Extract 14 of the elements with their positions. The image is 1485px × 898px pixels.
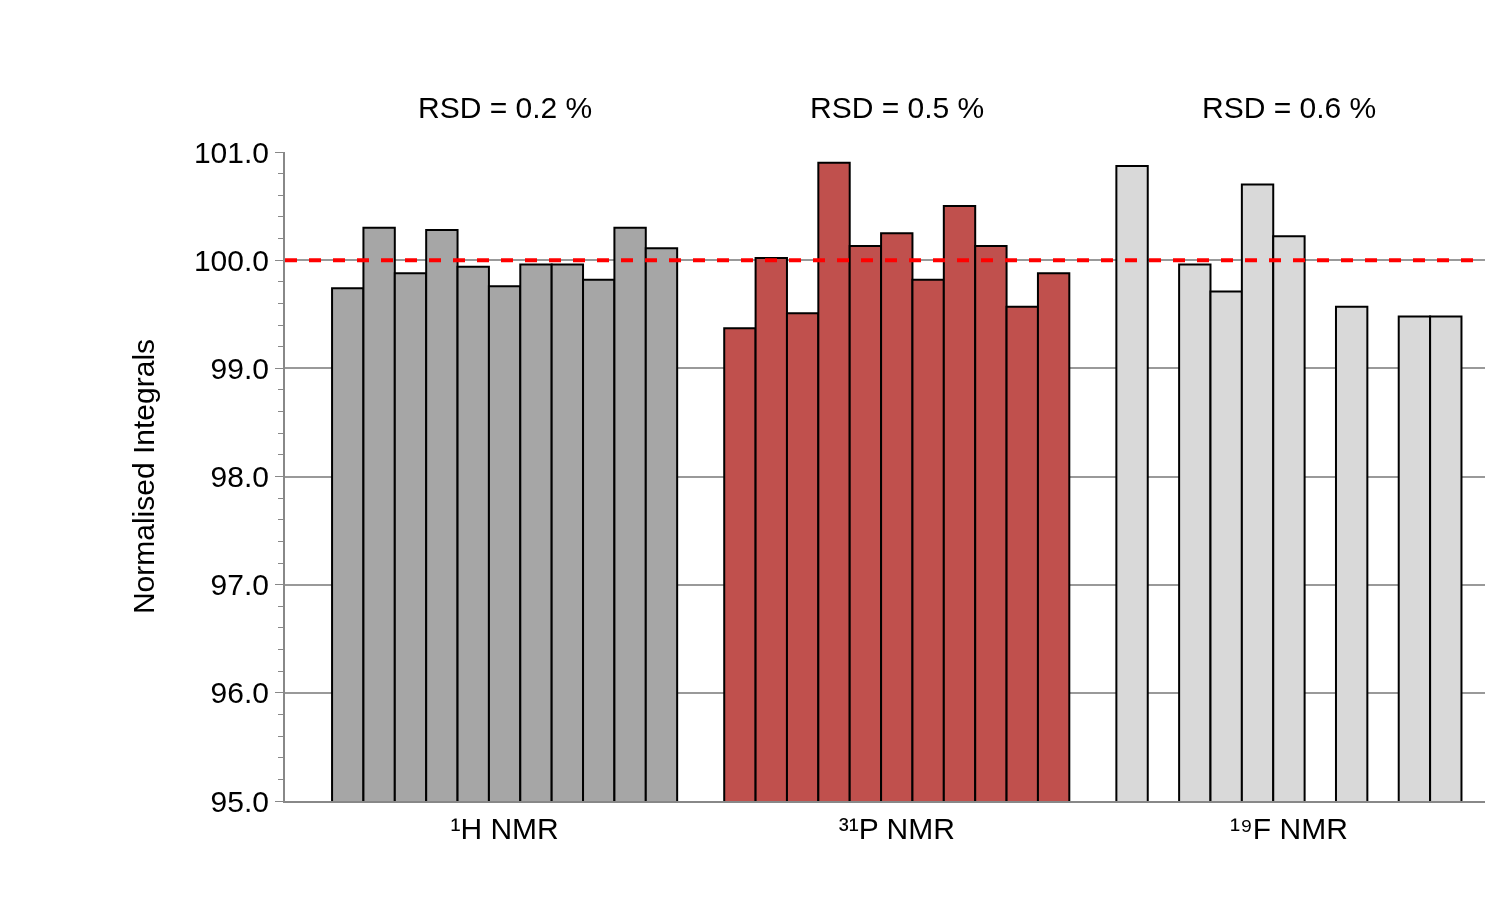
y-axis-title: Normalised Integrals [127, 338, 161, 615]
x-tick-label: ³¹P NMR [838, 812, 955, 845]
y-tick-label: 100.0 [193, 243, 269, 277]
y-tick-label: 95.0 [210, 784, 269, 818]
y-tick-label: 98.0 [210, 460, 269, 493]
y-tick-label: 101.0 [193, 135, 269, 169]
y-tick-label: 99.0 [210, 351, 269, 385]
text: RSD = 0.5 % [810, 91, 985, 124]
x-tick-label: ¹H NMR [450, 812, 559, 845]
x-tick-label: ¹⁹F NMR [1230, 812, 1348, 845]
text: RSD = 0.6 % [1202, 91, 1377, 124]
y-tick-label: 97.0 [210, 568, 269, 602]
text: RSD = 0.2 % [418, 91, 593, 124]
y-tick-label: 96.0 [210, 676, 269, 710]
